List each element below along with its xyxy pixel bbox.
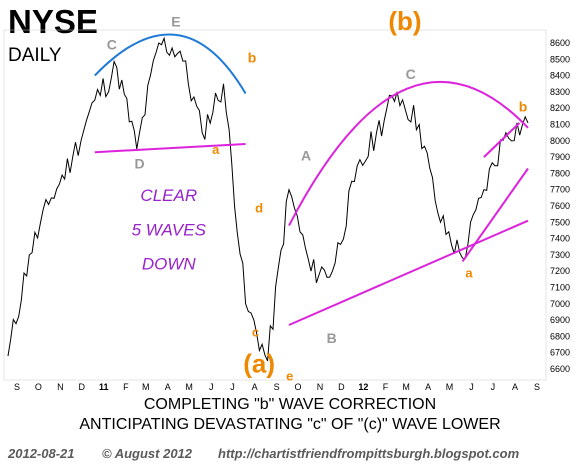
wave-annotation: C — [107, 37, 117, 53]
x-tick-label: 12 — [358, 382, 368, 392]
y-tick-label: 7300 — [550, 250, 570, 260]
x-tick-label: A — [425, 382, 431, 392]
x-tick-label: J — [469, 382, 474, 392]
wave-annotation: b — [248, 50, 257, 66]
x-tick-label: O — [35, 382, 42, 392]
y-tick-label: 7400 — [550, 234, 570, 244]
wave-annotation: (b) — [388, 6, 421, 36]
x-tick-label: F — [123, 382, 129, 392]
x-tick-label: 11 — [99, 382, 109, 392]
x-tick-label: N — [57, 382, 64, 392]
x-tick-label: M — [142, 382, 150, 392]
y-tick-label: 7500 — [550, 217, 570, 227]
wave-annotation: DOWN — [142, 255, 197, 274]
x-tick-label: S — [14, 382, 20, 392]
trend-line — [483, 122, 521, 158]
trend-line — [288, 219, 529, 326]
footer: 2012-08-21 © August 2012 http://chartist… — [0, 441, 580, 465]
wave-annotation: c — [252, 324, 259, 339]
x-tick-label: J — [491, 382, 496, 392]
y-tick-label: 7600 — [550, 201, 570, 211]
wave-annotation: e — [286, 368, 293, 383]
trend-line — [461, 167, 529, 262]
wave-annotation: CLEAR — [140, 186, 197, 205]
wave-annotation: a — [212, 142, 220, 157]
y-tick-label: 8300 — [550, 87, 570, 97]
caption-line-2: ANTICIPATING DEVASTATING "c" OF "(c)" WA… — [79, 416, 500, 433]
x-tick-label: A — [512, 382, 518, 392]
x-tick-label: N — [317, 382, 324, 392]
wave-annotation: D — [135, 156, 145, 172]
x-tick-label: F — [383, 382, 389, 392]
y-tick-label: 8600 — [550, 38, 570, 48]
y-tick-label: 8400 — [550, 71, 570, 81]
y-tick-label: 7700 — [550, 185, 570, 195]
y-tick-label: 6800 — [550, 331, 570, 341]
x-tick-label: A — [252, 382, 258, 392]
trend-arc — [288, 80, 529, 227]
wave-annotation: b — [519, 98, 528, 114]
plot-frame — [3, 29, 547, 381]
wave-annotation: d — [255, 201, 263, 216]
y-tick-label: 7800 — [550, 168, 570, 178]
y-tick-label: 7100 — [550, 283, 570, 293]
y-tick-label: 7200 — [550, 266, 570, 276]
price-series-line — [7, 36, 529, 362]
y-tick-label: 8000 — [550, 136, 570, 146]
x-tick-label: J — [230, 382, 235, 392]
wave-annotation: a — [465, 266, 473, 281]
y-tick-label: 7900 — [550, 152, 570, 162]
x-tick-label: O — [294, 382, 301, 392]
wave-annotation: B — [327, 330, 337, 346]
x-tick-label: S — [534, 382, 540, 392]
wave-annotation: A — [301, 147, 311, 163]
x-tick-label: J — [209, 382, 214, 392]
x-tick-label: M — [402, 382, 410, 392]
wave-annotation: (a) — [243, 348, 275, 378]
x-tick-label: M — [185, 382, 193, 392]
x-tick-label: M — [446, 382, 454, 392]
y-tick-label: 7000 — [550, 299, 570, 309]
y-tick-label: 6900 — [550, 315, 570, 325]
y-tick-label: 8100 — [550, 120, 570, 130]
x-tick-label: D — [338, 382, 345, 392]
footer-url[interactable]: http://chartistfriendfrompittsburgh.blog… — [218, 446, 520, 461]
y-tick-label: 8200 — [550, 103, 570, 113]
trend-line — [94, 143, 246, 154]
footer-copyright: © August 2012 — [102, 446, 193, 461]
trend-arc — [94, 33, 247, 95]
wave-annotation: 5 WAVES — [132, 220, 207, 239]
y-tick-label: 6700 — [550, 348, 570, 358]
chart-title: NYSE — [8, 3, 98, 40]
wave-annotation: C — [406, 66, 416, 82]
x-tick-label: A — [165, 382, 171, 392]
footer-date: 2012-08-21 — [8, 446, 75, 461]
chart-subtitle: DAILY — [8, 45, 62, 66]
x-tick-label: S — [274, 382, 280, 392]
chart-canvas: NYSE DAILY C Eb Da CLEAR 5 WAVES DOWN d c (a) e A B… — [3, 3, 570, 433]
wave-annotation: E — [171, 14, 180, 30]
y-tick-label: 8500 — [550, 54, 570, 64]
y-tick-label: 6600 — [550, 364, 570, 374]
caption-line-1: COMPLETING "b" WAVE CORRECTION — [144, 396, 436, 413]
x-tick-label: D — [78, 382, 85, 392]
